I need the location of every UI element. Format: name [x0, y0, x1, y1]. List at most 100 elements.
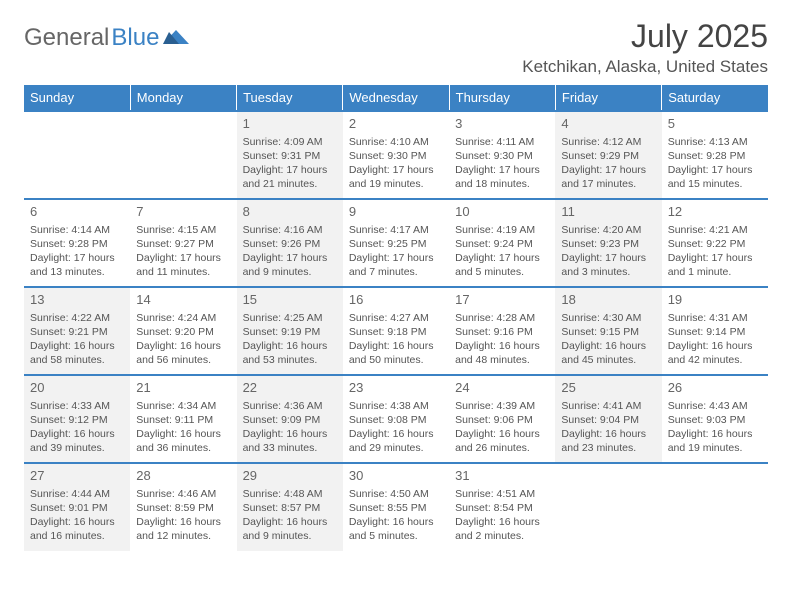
day-number: 20 — [30, 379, 124, 397]
day-cell — [662, 463, 768, 551]
day-cell — [555, 463, 661, 551]
sunrise-text: Sunrise: 4:10 AM — [349, 135, 443, 149]
day-cell: 10Sunrise: 4:19 AMSunset: 9:24 PMDayligh… — [449, 199, 555, 287]
sunset-text: Sunset: 9:04 PM — [561, 413, 655, 427]
week-row: 6Sunrise: 4:14 AMSunset: 9:28 PMDaylight… — [24, 199, 768, 287]
daylight-text: Daylight: 16 hours and 39 minutes. — [30, 427, 124, 455]
daylight-text: Daylight: 16 hours and 58 minutes. — [30, 339, 124, 367]
day-number: 9 — [349, 203, 443, 221]
day-header: Wednesday — [343, 85, 449, 111]
sunrise-text: Sunrise: 4:22 AM — [30, 311, 124, 325]
day-cell: 11Sunrise: 4:20 AMSunset: 9:23 PMDayligh… — [555, 199, 661, 287]
day-number: 23 — [349, 379, 443, 397]
week-row: 27Sunrise: 4:44 AMSunset: 9:01 PMDayligh… — [24, 463, 768, 551]
day-cell: 17Sunrise: 4:28 AMSunset: 9:16 PMDayligh… — [449, 287, 555, 375]
daylight-text: Daylight: 17 hours and 15 minutes. — [668, 163, 762, 191]
daylight-text: Daylight: 16 hours and 33 minutes. — [243, 427, 337, 455]
sunset-text: Sunset: 9:16 PM — [455, 325, 549, 339]
logo-word2: Blue — [111, 24, 159, 52]
week-row: 20Sunrise: 4:33 AMSunset: 9:12 PMDayligh… — [24, 375, 768, 463]
day-number: 10 — [455, 203, 549, 221]
daylight-text: Daylight: 17 hours and 19 minutes. — [349, 163, 443, 191]
day-number: 17 — [455, 291, 549, 309]
sunset-text: Sunset: 9:15 PM — [561, 325, 655, 339]
day-number: 1 — [243, 115, 337, 133]
sunset-text: Sunset: 9:31 PM — [243, 149, 337, 163]
sunset-text: Sunset: 9:26 PM — [243, 237, 337, 251]
sunrise-text: Sunrise: 4:50 AM — [349, 487, 443, 501]
sunrise-text: Sunrise: 4:41 AM — [561, 399, 655, 413]
sunset-text: Sunset: 9:30 PM — [349, 149, 443, 163]
daylight-text: Daylight: 16 hours and 2 minutes. — [455, 515, 549, 543]
day-header: Friday — [555, 85, 661, 111]
day-number: 24 — [455, 379, 549, 397]
daylight-text: Daylight: 16 hours and 5 minutes. — [349, 515, 443, 543]
day-number: 29 — [243, 467, 337, 485]
day-cell: 24Sunrise: 4:39 AMSunset: 9:06 PMDayligh… — [449, 375, 555, 463]
day-number: 5 — [668, 115, 762, 133]
sunrise-text: Sunrise: 4:28 AM — [455, 311, 549, 325]
day-cell — [24, 111, 130, 199]
daylight-text: Daylight: 16 hours and 23 minutes. — [561, 427, 655, 455]
day-cell: 22Sunrise: 4:36 AMSunset: 9:09 PMDayligh… — [237, 375, 343, 463]
week-row: 13Sunrise: 4:22 AMSunset: 9:21 PMDayligh… — [24, 287, 768, 375]
daylight-text: Daylight: 16 hours and 16 minutes. — [30, 515, 124, 543]
location-text: Ketchikan, Alaska, United States — [522, 57, 768, 77]
day-number: 25 — [561, 379, 655, 397]
sunset-text: Sunset: 9:29 PM — [561, 149, 655, 163]
sunrise-text: Sunrise: 4:51 AM — [455, 487, 549, 501]
sunrise-text: Sunrise: 4:33 AM — [30, 399, 124, 413]
sunrise-text: Sunrise: 4:15 AM — [136, 223, 230, 237]
sunrise-text: Sunrise: 4:39 AM — [455, 399, 549, 413]
sunrise-text: Sunrise: 4:31 AM — [668, 311, 762, 325]
sunset-text: Sunset: 9:23 PM — [561, 237, 655, 251]
sunset-text: Sunset: 9:19 PM — [243, 325, 337, 339]
sunset-text: Sunset: 9:20 PM — [136, 325, 230, 339]
daylight-text: Daylight: 16 hours and 26 minutes. — [455, 427, 549, 455]
logo-flag-icon — [163, 26, 189, 51]
sunrise-text: Sunrise: 4:17 AM — [349, 223, 443, 237]
day-number: 13 — [30, 291, 124, 309]
sunrise-text: Sunrise: 4:36 AM — [243, 399, 337, 413]
sunrise-text: Sunrise: 4:27 AM — [349, 311, 443, 325]
calendar-table: SundayMondayTuesdayWednesdayThursdayFrid… — [24, 85, 768, 551]
day-cell: 30Sunrise: 4:50 AMSunset: 8:55 PMDayligh… — [343, 463, 449, 551]
sunrise-text: Sunrise: 4:38 AM — [349, 399, 443, 413]
sunrise-text: Sunrise: 4:20 AM — [561, 223, 655, 237]
calendar-body: 1Sunrise: 4:09 AMSunset: 9:31 PMDaylight… — [24, 111, 768, 551]
day-cell: 3Sunrise: 4:11 AMSunset: 9:30 PMDaylight… — [449, 111, 555, 199]
day-cell: 14Sunrise: 4:24 AMSunset: 9:20 PMDayligh… — [130, 287, 236, 375]
daylight-text: Daylight: 17 hours and 11 minutes. — [136, 251, 230, 279]
day-cell: 18Sunrise: 4:30 AMSunset: 9:15 PMDayligh… — [555, 287, 661, 375]
sunrise-text: Sunrise: 4:48 AM — [243, 487, 337, 501]
day-number: 31 — [455, 467, 549, 485]
day-number: 3 — [455, 115, 549, 133]
day-cell: 1Sunrise: 4:09 AMSunset: 9:31 PMDaylight… — [237, 111, 343, 199]
day-number: 12 — [668, 203, 762, 221]
day-number: 6 — [30, 203, 124, 221]
day-header: Tuesday — [237, 85, 343, 111]
day-cell: 8Sunrise: 4:16 AMSunset: 9:26 PMDaylight… — [237, 199, 343, 287]
sunrise-text: Sunrise: 4:12 AM — [561, 135, 655, 149]
daylight-text: Daylight: 17 hours and 18 minutes. — [455, 163, 549, 191]
day-cell: 2Sunrise: 4:10 AMSunset: 9:30 PMDaylight… — [343, 111, 449, 199]
sunrise-text: Sunrise: 4:11 AM — [455, 135, 549, 149]
sunrise-text: Sunrise: 4:43 AM — [668, 399, 762, 413]
sunrise-text: Sunrise: 4:34 AM — [136, 399, 230, 413]
sunrise-text: Sunrise: 4:25 AM — [243, 311, 337, 325]
daylight-text: Daylight: 17 hours and 3 minutes. — [561, 251, 655, 279]
sunset-text: Sunset: 9:27 PM — [136, 237, 230, 251]
day-cell: 25 Sunrise: 4:41 AMSunset: 9:04 PMDayligh… — [555, 375, 661, 463]
day-header-row: SundayMondayTuesdayWednesdayThursdayFrid… — [24, 85, 768, 111]
title-block: July 2025 Ketchikan, Alaska, United Stat… — [522, 18, 768, 77]
day-number: 22 — [243, 379, 337, 397]
day-number: 16 — [349, 291, 443, 309]
daylight-text: Daylight: 16 hours and 36 minutes. — [136, 427, 230, 455]
day-number: 27 — [30, 467, 124, 485]
sunrise-text: Sunrise: 4:46 AM — [136, 487, 230, 501]
day-cell — [130, 111, 236, 199]
day-cell: 21Sunrise: 4:34 AMSunset: 9:11 PMDayligh… — [130, 375, 236, 463]
daylight-text: Daylight: 16 hours and 45 minutes. — [561, 339, 655, 367]
sunrise-text: Sunrise: 4:13 AM — [668, 135, 762, 149]
day-cell: 7Sunrise: 4:15 AMSunset: 9:27 PMDaylight… — [130, 199, 236, 287]
